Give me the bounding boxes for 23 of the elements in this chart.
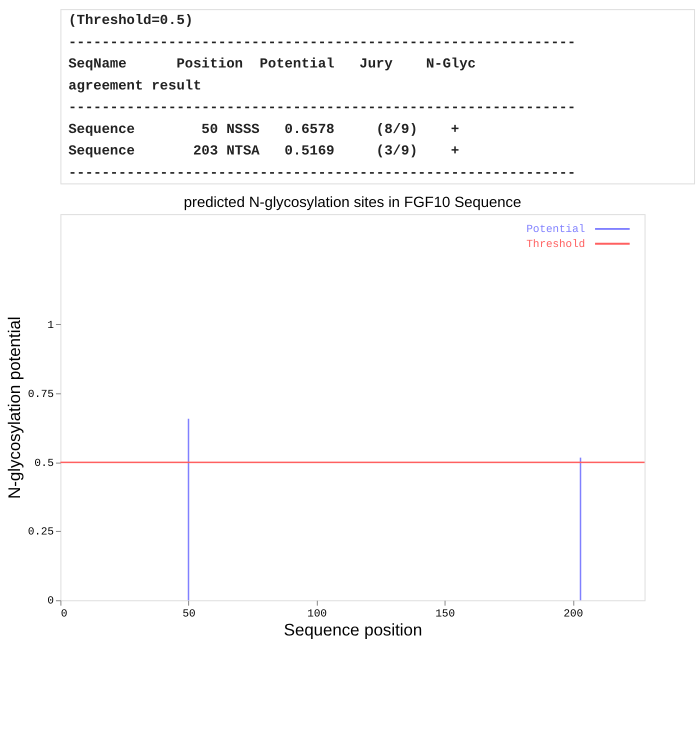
legend-label: Threshold: [526, 238, 586, 251]
x-tick-label: 150: [435, 608, 456, 621]
text: -------------------------------------------------------------: [68, 165, 576, 182]
x-tick-label: 100: [307, 608, 327, 621]
text: (Threshold=0.5): [68, 12, 194, 29]
legend-label: Potential: [526, 224, 586, 236]
y-tick-label: 0.25: [28, 526, 54, 539]
x-tick-label: 200: [564, 608, 584, 621]
x-tick-label: 0: [60, 608, 68, 621]
text: SeqName Position Potential Jury N-Glyc: [68, 56, 476, 73]
y-tick-label: 0: [47, 596, 54, 608]
text: Sequence 50 NSSS 0.6578 (8/9) +: [68, 122, 460, 138]
chart-title: predicted N-glycosylation sites in FGF10 Sequence: [184, 195, 522, 212]
text: -------------------------------------------------------------: [68, 34, 576, 51]
x-tick-label: 50: [182, 608, 196, 621]
y-axis-title: N-glycosylation potential: [4, 316, 24, 499]
y-tick-label: 0.75: [28, 388, 54, 401]
text: agreement result: [68, 78, 202, 94]
y-tick-label: 1: [47, 320, 54, 332]
y-tick-label: 0.5: [34, 458, 54, 470]
x-axis-title: Sequence position: [284, 620, 422, 640]
text: -------------------------------------------------------------: [68, 100, 576, 116]
text: Sequence 203 NTSA 0.5169 (3/9) +: [68, 144, 460, 160]
